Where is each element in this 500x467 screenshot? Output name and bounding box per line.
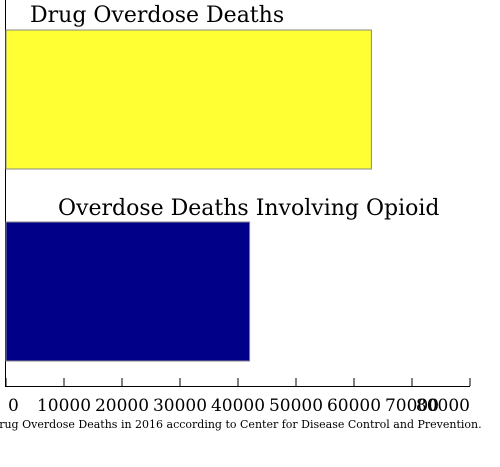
bar-labels-group: Drug Overdose Deaths Overdose Deaths Invo… — [30, 3, 440, 221]
x-axis-caption: Drug Overdose Deaths in 2016 according t… — [0, 418, 482, 431]
x-tick-label: 10000 — [37, 396, 91, 416]
x-tick-label: 20000 — [95, 396, 149, 416]
x-tick-label: 60000 — [327, 396, 381, 416]
bar-label: Overdose Deaths Involving Opioid — [58, 196, 440, 221]
x-tick-label: 80000 — [416, 396, 470, 416]
x-tick-label: 30000 — [153, 396, 207, 416]
x-tick-label: 40000 — [211, 396, 265, 416]
x-tick-label: 70000 — [385, 396, 439, 416]
x-tick-label: 0 — [8, 396, 19, 416]
x-ticks-group: 0 10000 20000 30000 40000 50000 60000 700008000… — [5, 378, 471, 416]
bar-opioid-overdose-deaths — [5, 221, 251, 362]
x-tick-label: 50000 — [269, 396, 323, 416]
bar-drug-overdose-deaths — [5, 29, 372, 170]
bar-label: Drug Overdose Deaths — [30, 3, 284, 28]
bars-group — [5, 29, 372, 362]
